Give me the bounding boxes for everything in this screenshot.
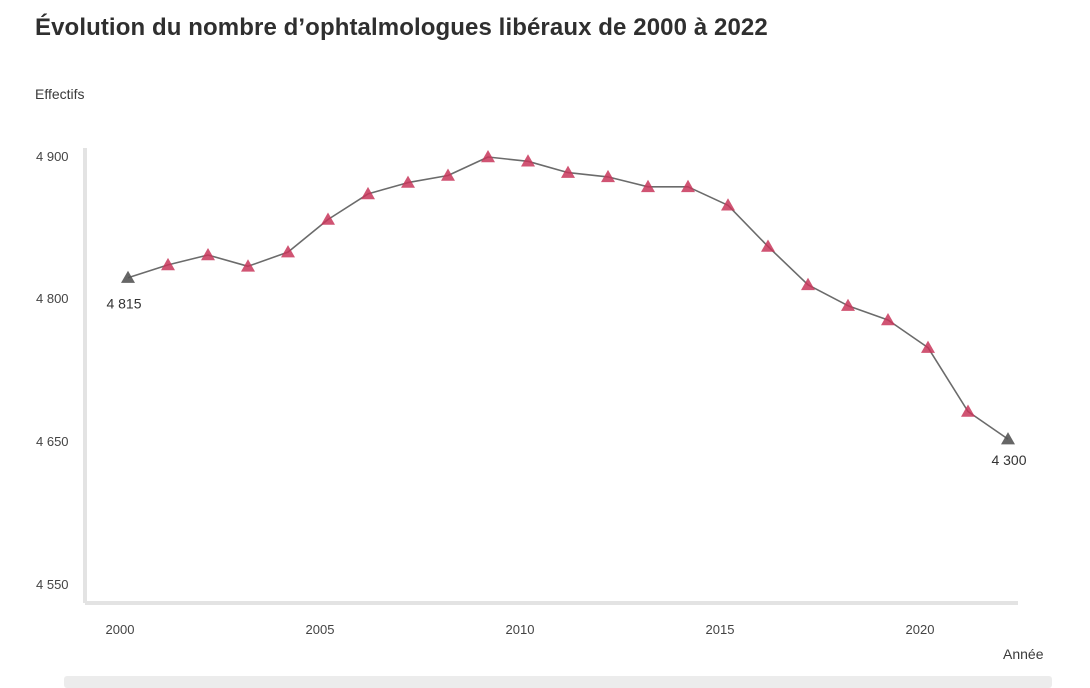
- data-point-marker[interactable]: [241, 259, 255, 272]
- y-tick-label: 4 650: [36, 434, 69, 449]
- data-point-marker[interactable]: [161, 257, 175, 271]
- data-point-marker[interactable]: [401, 175, 415, 188]
- data-label: 4 815: [106, 296, 141, 312]
- x-tick-label: 2020: [906, 622, 935, 637]
- y-tick-label: 4 800: [36, 291, 69, 306]
- data-point-marker[interactable]: [761, 239, 775, 252]
- x-tick-label: 2010: [506, 622, 535, 637]
- x-axis-title: Année: [1003, 646, 1044, 662]
- footer-bar: [64, 676, 1052, 688]
- label-layer: 4 815 4 300: [106, 296, 1026, 468]
- data-point-marker[interactable]: [441, 168, 455, 181]
- data-point-marker[interactable]: [281, 245, 295, 258]
- data-point-marker[interactable]: [1001, 432, 1015, 445]
- data-point-marker[interactable]: [801, 277, 815, 291]
- data-point-marker[interactable]: [561, 165, 575, 178]
- marker-layer: [121, 150, 1015, 445]
- data-point-marker[interactable]: [721, 198, 735, 211]
- y-tick-label: 4 900: [36, 149, 69, 164]
- y-tick-label: 4 550: [36, 577, 69, 592]
- x-tick-label: 2015: [706, 622, 735, 637]
- x-tick-label: 2000: [106, 622, 135, 637]
- data-point-marker[interactable]: [521, 154, 535, 167]
- data-point-marker[interactable]: [961, 404, 975, 417]
- line-layer: [127, 156, 1009, 440]
- data-point-marker[interactable]: [921, 340, 935, 353]
- data-point-marker[interactable]: [641, 179, 655, 193]
- y-axis-title: Effectifs: [35, 86, 85, 102]
- data-point-marker[interactable]: [321, 212, 335, 225]
- x-tick-label: 2005: [306, 622, 335, 637]
- data-point-marker[interactable]: [121, 270, 135, 283]
- chart-title: Évolution du nombre d’ophtalmologues lib…: [35, 14, 768, 41]
- data-label: 4 300: [991, 452, 1026, 468]
- data-point-marker[interactable]: [481, 150, 495, 163]
- data-point-marker[interactable]: [201, 248, 215, 261]
- data-point-marker[interactable]: [361, 186, 375, 200]
- axes-layer: 4 550 4 650 4 800 4 900 2000 2005 2010 2015 2020: [36, 148, 1018, 637]
- data-point-marker[interactable]: [841, 298, 855, 311]
- data-point-marker[interactable]: [601, 169, 615, 183]
- series-line: [127, 156, 1009, 440]
- data-point-marker[interactable]: [681, 179, 695, 193]
- data-point-marker[interactable]: [881, 313, 895, 326]
